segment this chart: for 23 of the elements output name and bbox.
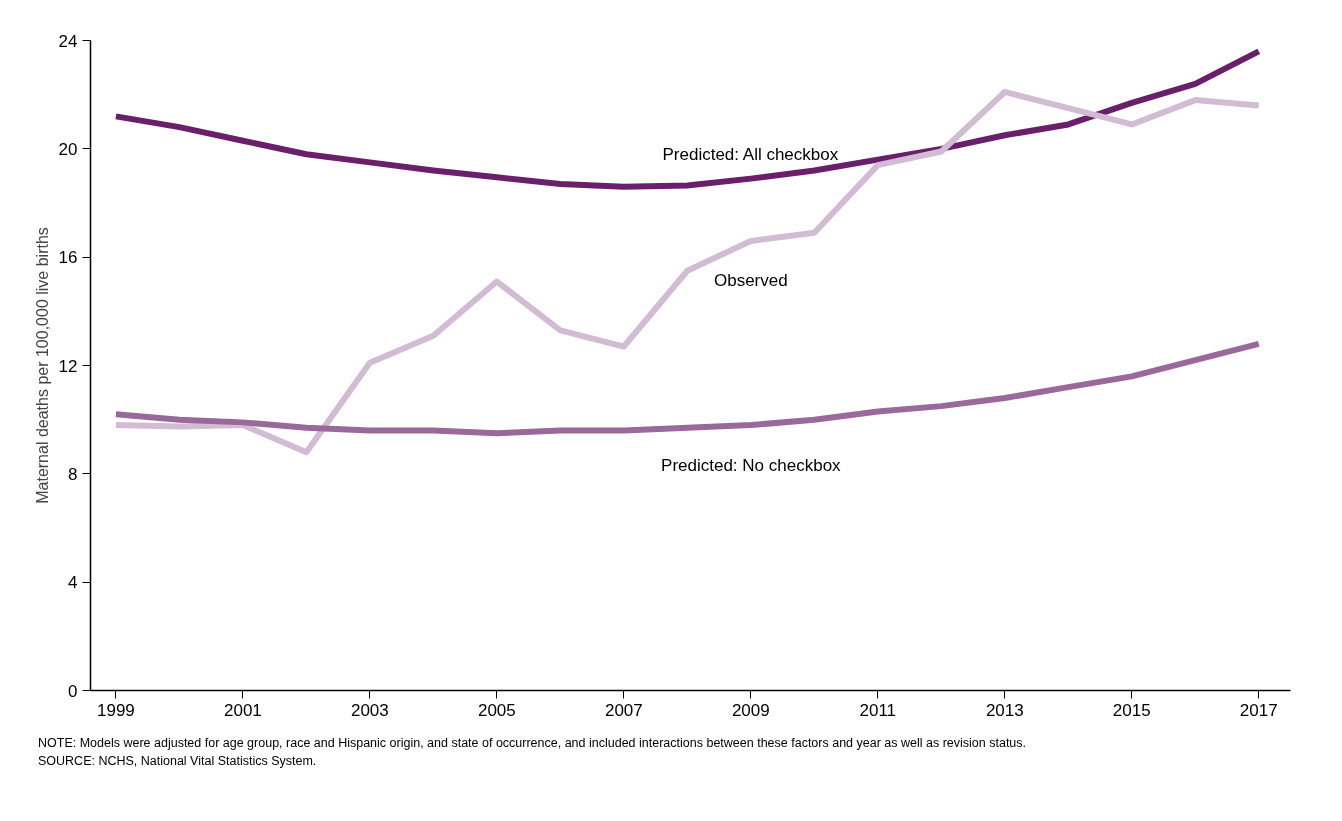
y-tick-label: 20 [58,139,78,159]
text: NOTE: Models were adjusted for age group, race and Hispanic origin, and state of occurrence, and included interactions between these factors and year as well as revision status. [38,736,1027,750]
x-tick-label: 2017 [1239,700,1278,720]
x-tick-label: 2007 [604,700,643,720]
series-label: Observed [713,271,788,291]
x-tick-label: 2011 [859,700,897,720]
series-label: Predicted: No checkbox [661,455,842,475]
y-tick-label: 24 [58,31,78,51]
x-tick-label: 2015 [1112,700,1151,720]
series-label: Predicted: All checkbox [662,145,839,165]
y-tick-label: 12 [58,356,78,376]
x-tick-label: 2013 [985,700,1024,720]
y-tick-label: 16 [58,248,78,268]
x-tick-label: 2003 [350,700,389,720]
y-tick-label: 8 [68,464,78,484]
y-tick-label: 0 [68,681,78,701]
x-tick-label: 1999 [96,700,135,720]
x-tick-label: 2001 [223,700,262,720]
x-tick-label: 2005 [477,700,516,720]
y-axis-title: Maternal deaths per 100,000 live births [33,227,51,504]
y-tick-label: 4 [68,573,78,593]
x-tick-label: 2009 [731,700,770,720]
source-note: SOURCE: NCHS, National Vital Statistics System. [38,753,317,768]
